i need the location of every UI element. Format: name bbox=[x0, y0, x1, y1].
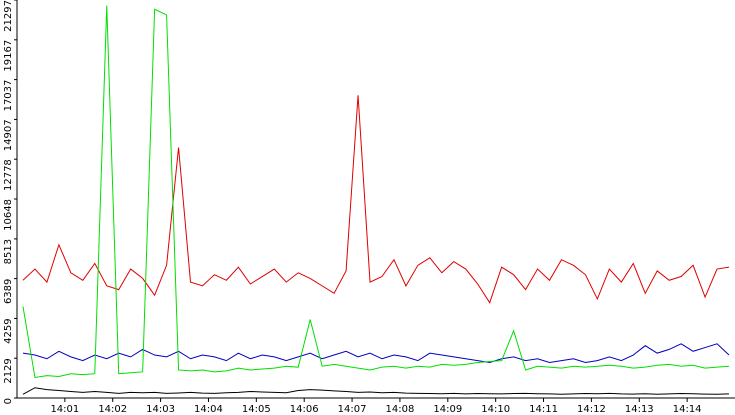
y-tick-label: 2129 bbox=[3, 358, 14, 383]
x-tick-label: 14:03 bbox=[146, 404, 175, 415]
series-line bbox=[22, 95, 730, 304]
x-tick-label: 14:13 bbox=[625, 404, 654, 415]
x-tick-label: 14:02 bbox=[98, 404, 127, 415]
x-tick-label: 14:05 bbox=[242, 404, 271, 415]
y-tick-label: 19167 bbox=[3, 40, 14, 72]
x-tick-label: 14:08 bbox=[386, 404, 415, 415]
y-tick-label: 0 bbox=[3, 398, 14, 404]
y-tick-label: 14907 bbox=[3, 119, 14, 151]
y-tick-label: 17037 bbox=[3, 80, 14, 112]
x-tick-label: 14:06 bbox=[290, 404, 319, 415]
y-tick-label: 8513 bbox=[3, 239, 14, 264]
series-line bbox=[22, 387, 730, 395]
y-tick-label: 6389 bbox=[3, 279, 14, 304]
x-tick-label: 14:07 bbox=[338, 404, 367, 415]
x-tick-label: 14:04 bbox=[194, 404, 223, 415]
x-tick-label: 14:01 bbox=[50, 404, 79, 415]
y-tick-label: 10648 bbox=[3, 199, 14, 231]
y-tick-label: 12778 bbox=[3, 159, 14, 191]
x-tick-label: 14:14 bbox=[673, 404, 702, 415]
series-line bbox=[22, 343, 730, 364]
x-tick-label: 14:09 bbox=[433, 404, 462, 415]
series-line bbox=[22, 5, 730, 379]
x-tick-label: 14:12 bbox=[577, 404, 606, 415]
y-tick-label: 4259 bbox=[3, 318, 14, 343]
x-tick-label: 14:10 bbox=[481, 404, 510, 415]
x-tick-label: 14:11 bbox=[529, 404, 558, 415]
y-tick-label: 21297 bbox=[3, 0, 14, 32]
